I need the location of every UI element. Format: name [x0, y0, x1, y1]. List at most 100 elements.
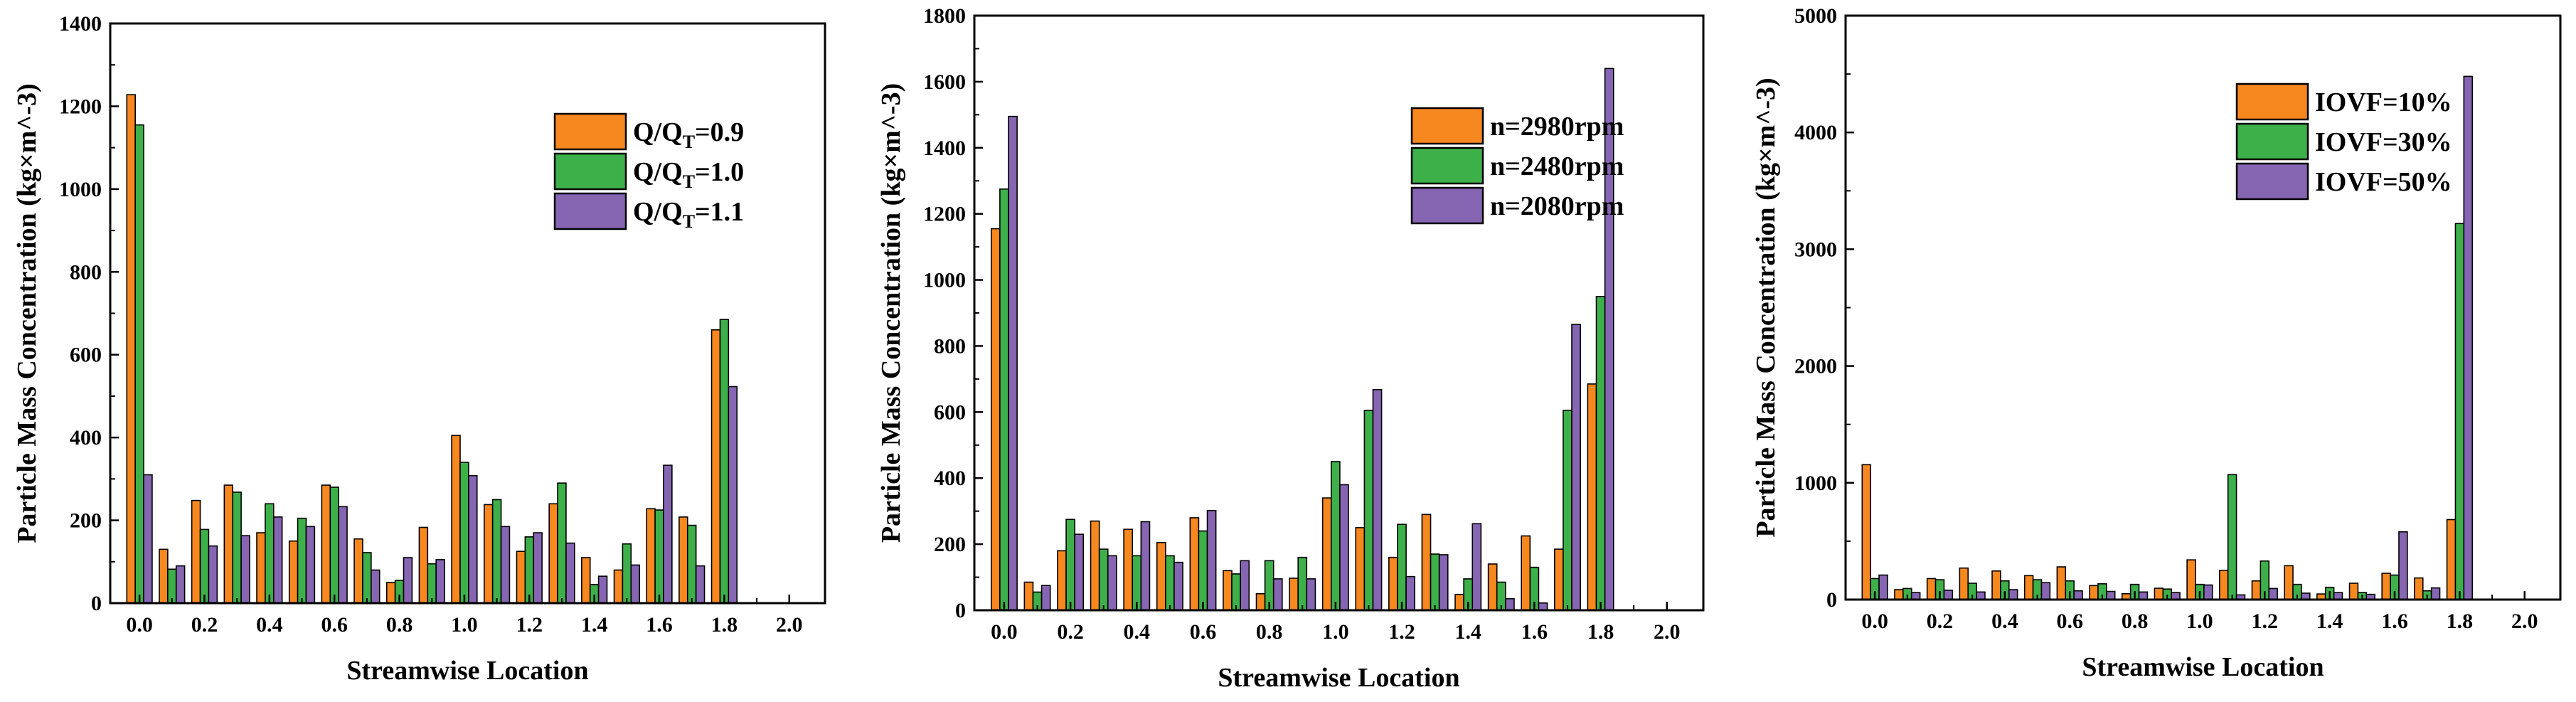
y-tick-label: 200 [70, 509, 102, 533]
bar [232, 491, 242, 604]
bar [613, 569, 624, 604]
bar [728, 385, 738, 604]
bar [1156, 541, 1166, 611]
bar [1438, 554, 1449, 611]
bar [990, 228, 1001, 611]
x-tick-label: 2.0 [776, 613, 803, 637]
bar [1240, 560, 1250, 611]
x-axis-title: Streamwise Location [1218, 663, 1459, 693]
bar [1074, 533, 1085, 611]
bar [1272, 578, 1283, 611]
x-axis-title: Streamwise Location [2082, 652, 2324, 682]
legend-swatch [553, 152, 627, 191]
bar [329, 486, 339, 604]
bar [403, 557, 413, 604]
bar [1926, 578, 1937, 600]
y-tick-label: 200 [934, 533, 966, 556]
bar [1587, 383, 1597, 611]
y-tick-label: 2000 [1794, 355, 1837, 378]
bar [1140, 521, 1151, 611]
bar [646, 508, 656, 604]
y-tick-label: 400 [70, 426, 102, 450]
bar [297, 517, 307, 604]
bar [418, 526, 429, 604]
bar [1107, 555, 1117, 611]
bar [524, 536, 535, 604]
chart-3: 0 1000 2000 3000 4000 5000 0.0 0.2 0.4 0.6 0.8 1.0 1… [1751, 4, 2562, 682]
x-tick-label: 1.6 [646, 613, 673, 637]
bar [1355, 527, 1366, 611]
bar [1289, 578, 1299, 611]
bar [1388, 556, 1398, 611]
bar [1123, 528, 1134, 611]
x-tick-label: 1.6 [2381, 610, 2408, 633]
x-tick-label: 2.0 [2511, 610, 2538, 633]
bar [2138, 591, 2149, 600]
y-tick-label: 4000 [1794, 121, 1837, 144]
x-tick-label: 0.8 [386, 613, 413, 637]
bar [191, 499, 201, 604]
bar [500, 526, 511, 604]
bar [557, 482, 567, 604]
bar [2227, 474, 2237, 600]
x-tick-label: 0.2 [191, 613, 218, 637]
bar [459, 462, 469, 604]
bar [1173, 561, 1183, 611]
legend-label: IOVF=30% [2315, 127, 2452, 157]
bar [2251, 580, 2262, 600]
bar [199, 528, 210, 604]
bar [2073, 590, 2083, 600]
bar [516, 551, 526, 604]
chart-1: 0 200 400 600 800 1000 1200 1400 0.0 0.2 0.4 0.6 0.8… [12, 12, 826, 686]
y-tick-label: 1200 [59, 95, 102, 118]
bar [686, 524, 697, 604]
bar [2454, 223, 2465, 600]
bar [1189, 517, 1200, 611]
bar [2398, 531, 2408, 600]
y-tick-label: 5000 [1794, 4, 1837, 28]
x-tick-label: 1.8 [711, 613, 738, 637]
legend-label: IOVF=50% [2315, 167, 2452, 197]
bar [2040, 582, 2051, 600]
bar [353, 538, 363, 604]
x-tick-label: 1.8 [2447, 610, 2474, 633]
bar [1255, 592, 1266, 611]
y-tick-label: 1000 [923, 269, 966, 292]
bar [159, 548, 169, 604]
bar [1471, 523, 1482, 611]
bar [1397, 523, 1407, 611]
bar [167, 568, 177, 604]
bar [1505, 597, 1515, 611]
bar [1976, 591, 1986, 600]
bar [2414, 577, 2424, 600]
y-tick-label: 1600 [923, 70, 966, 94]
chart-2: 0 200 400 600 800 1000 1200 1400 1600 1800 0.0 0.2 0… [876, 4, 1705, 693]
x-tick-label: 1.2 [516, 613, 543, 637]
bar [1421, 514, 1432, 611]
bar [1878, 574, 1888, 600]
x-tick-label: 0.4 [256, 613, 283, 637]
bar [265, 503, 275, 604]
bar [240, 535, 250, 604]
bar [2430, 587, 2441, 600]
y-axis-title: Particle Mass Concentration (kg×m^-3) [1751, 78, 1781, 537]
x-tick-label: 1.4 [581, 613, 608, 637]
y-tick-label: 800 [70, 260, 102, 284]
legend-swatch [553, 192, 627, 230]
y-tick-label: 600 [934, 400, 966, 424]
bar [1861, 464, 1871, 600]
legend-swatch [2235, 83, 2309, 121]
bar [1198, 530, 1208, 611]
bar [2219, 570, 2229, 600]
x-tick-label: 0.6 [321, 613, 348, 637]
bar [1554, 548, 1564, 611]
bar [1363, 410, 1374, 611]
bar [1231, 573, 1241, 611]
legend-label: IOVF=10% [2315, 87, 2452, 117]
bar [1454, 593, 1464, 611]
y-tick-label: 0 [955, 599, 966, 622]
bar [2008, 589, 2018, 600]
bar [630, 564, 640, 604]
x-tick-label: 0.0 [1861, 610, 1888, 633]
bar [2268, 587, 2278, 600]
